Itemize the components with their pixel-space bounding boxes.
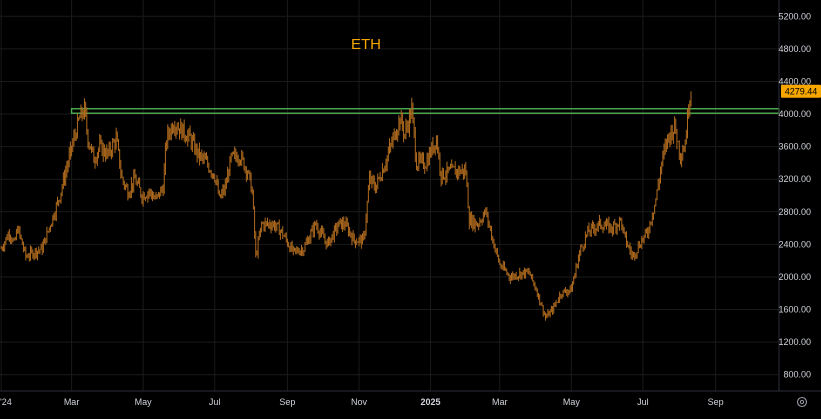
x-tick-label: May <box>135 397 153 407</box>
x-tick-label: Mar <box>492 397 508 407</box>
x-tick-label: Nov <box>351 397 368 407</box>
y-tick-label: 5200.00 <box>778 11 811 21</box>
chart-title: ETH <box>351 36 381 53</box>
y-tick-label: 2000.00 <box>778 272 811 282</box>
resistance-zone[interactable] <box>70 108 780 114</box>
x-tick-label: Sep <box>708 397 724 407</box>
y-axis[interactable]: 5200.00 4800.00 4400.00 4000.00 3600.00 3200.… <box>778 11 811 379</box>
x-tick-label: May <box>563 397 581 407</box>
x-tick-label: Mar <box>64 397 80 407</box>
x-axis[interactable]: '24 Mar May Jul Sep Nov 2025 Mar May Jul Sep <box>0 397 724 407</box>
y-tick-label: 4000.00 <box>778 109 811 119</box>
y-tick-label: 1600.00 <box>778 305 811 315</box>
resistance-band <box>70 108 780 114</box>
price-series <box>0 91 692 321</box>
grid <box>0 0 779 391</box>
settings-button[interactable] <box>796 396 808 408</box>
x-tick-label: Jul <box>637 397 649 407</box>
gear-icon[interactable] <box>796 396 808 408</box>
x-tick-label: Sep <box>279 397 295 407</box>
y-tick-label: 2400.00 <box>778 239 811 249</box>
y-tick-label: 800.00 <box>783 370 811 380</box>
y-tick-label: 3200.00 <box>778 174 811 184</box>
y-tick-label: 1200.00 <box>778 337 811 347</box>
y-tick-label: 3600.00 <box>778 142 811 152</box>
x-tick-label: 2025 <box>421 397 441 407</box>
last-price-tag: 4279.44 <box>781 84 821 98</box>
y-tick-label: 4400.00 <box>778 76 811 86</box>
y-tick-label: 2800.00 <box>778 207 811 217</box>
last-price-label: 4279.44 <box>785 86 818 96</box>
x-tick-label: Jul <box>209 397 221 407</box>
y-tick-label: 4800.00 <box>778 44 811 54</box>
x-tick-label: '24 <box>0 397 12 407</box>
